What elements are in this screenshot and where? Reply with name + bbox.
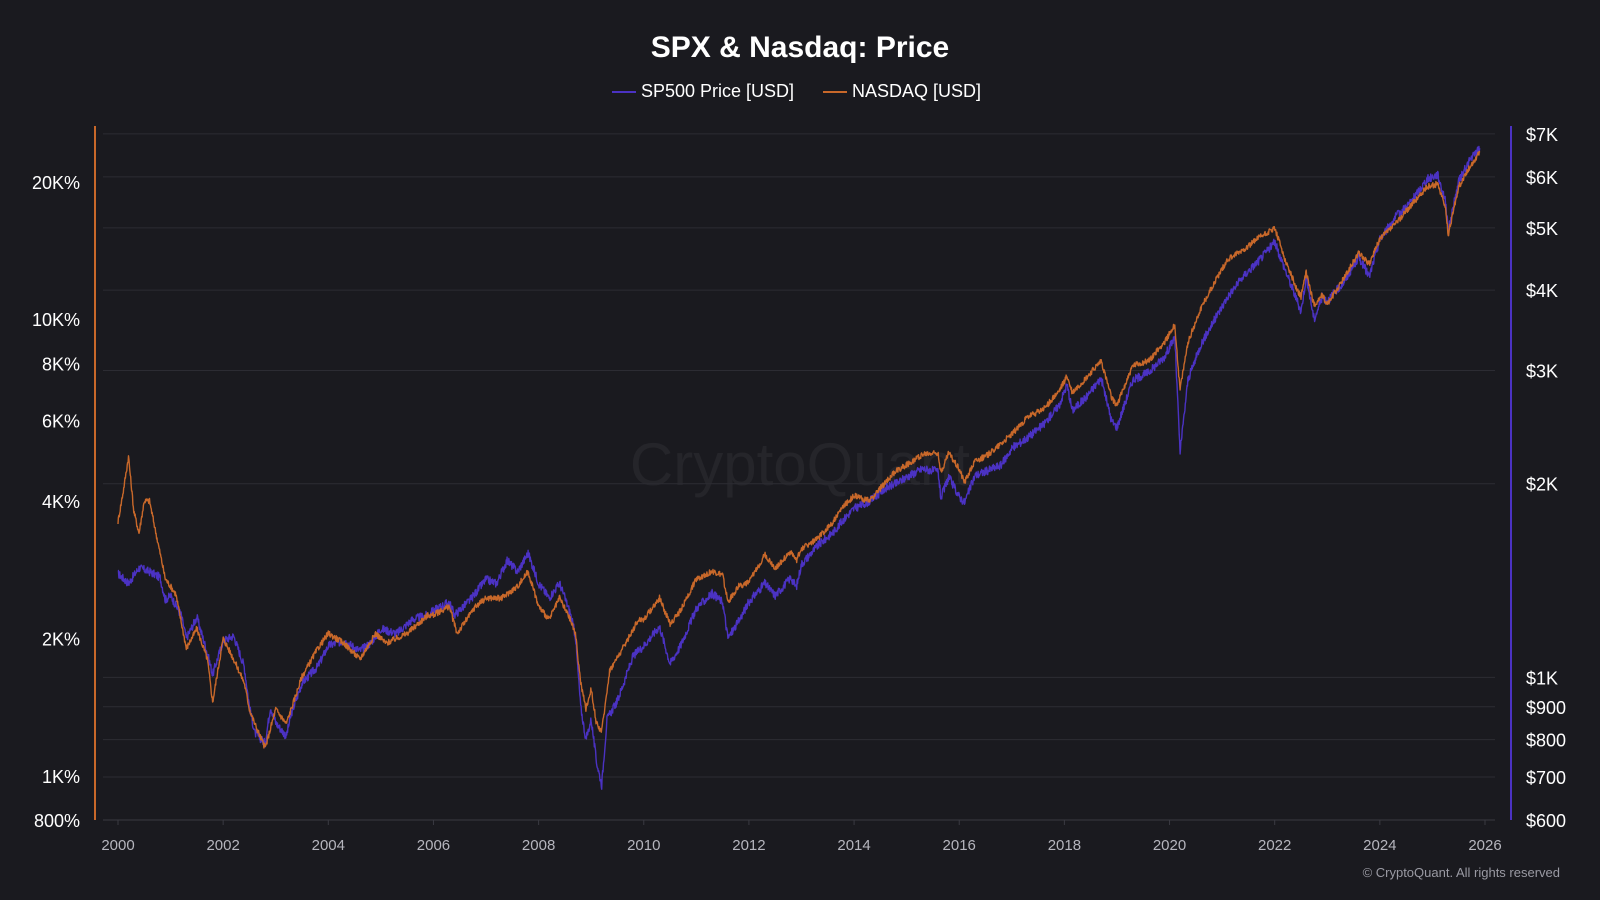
left-tick-label: 800%: [34, 811, 80, 831]
x-tick-label: 2020: [1153, 837, 1186, 854]
right-tick-label: $6K: [1526, 168, 1558, 188]
right-axis-ticks: $600 $700 $800 $900 $1K $2K $3K $4K $5K $6K $7K: [1526, 125, 1566, 831]
right-tick-label: $7K: [1526, 125, 1558, 145]
watermark: CryptoQuant: [630, 431, 970, 498]
right-tick-label: $3K: [1526, 362, 1558, 382]
left-tick-label: 1K%: [42, 767, 80, 787]
right-tick-label: $800: [1526, 731, 1566, 751]
x-tick-label: 2000: [101, 837, 134, 854]
x-tick-label: 2022: [1258, 837, 1291, 854]
left-axis-ticks: 800% 1K% 2K% 4K% 6K% 8K% 10K% 20K%: [32, 173, 80, 831]
right-tick-label: $2K: [1526, 475, 1558, 495]
left-tick-label: 2K%: [42, 629, 80, 649]
copyright-notice: © CryptoQuant. All rights reserved: [1363, 865, 1560, 880]
x-tick-label: 2014: [837, 837, 870, 854]
legend-label-nasdaq: NASDAQ [USD]: [852, 81, 981, 101]
legend-label-sp500: SP500 Price [USD]: [641, 81, 794, 101]
x-tick-label: 2024: [1363, 837, 1396, 854]
x-tick-label: 2004: [312, 837, 345, 854]
x-tick-label: 2006: [417, 837, 450, 854]
axes: [94, 126, 1512, 821]
chart-title: SPX & Nasdaq: Price: [651, 31, 949, 64]
right-tick-label: $700: [1526, 768, 1566, 788]
right-tick-label: $600: [1526, 811, 1566, 831]
right-tick-label: $5K: [1526, 219, 1558, 239]
legend-item-nasdaq[interactable]: NASDAQ [USD]: [823, 81, 981, 101]
x-tick-label: 2010: [627, 837, 660, 854]
x-tick-label: 2012: [732, 837, 765, 854]
left-tick-label: 20K%: [32, 173, 80, 193]
series-line-nasdaq: [117, 150, 1481, 749]
right-tick-label: $4K: [1526, 281, 1558, 301]
x-tick-label: 2016: [943, 837, 976, 854]
series-layer: [117, 145, 1481, 790]
right-tick-label: $900: [1526, 698, 1566, 718]
right-tick-label: $1K: [1526, 668, 1558, 688]
x-tick-label: 2026: [1468, 837, 1501, 854]
legend-item-sp500[interactable]: SP500 Price [USD]: [612, 81, 794, 101]
left-tick-label: 4K%: [42, 492, 80, 512]
x-axis-ticks: 2000 2002 2004 2006 2008 2010 2012 2014 2016 2018…: [101, 820, 1502, 854]
x-tick-label: 2018: [1048, 837, 1081, 854]
left-tick-label: 8K%: [42, 354, 80, 374]
x-tick-label: 2008: [522, 837, 555, 854]
left-tick-label: 6K%: [42, 412, 80, 432]
left-tick-label: 10K%: [32, 310, 80, 330]
legend: SP500 Price [USD] NASDAQ [USD]: [612, 81, 981, 101]
x-tick-label: 2002: [206, 837, 239, 854]
